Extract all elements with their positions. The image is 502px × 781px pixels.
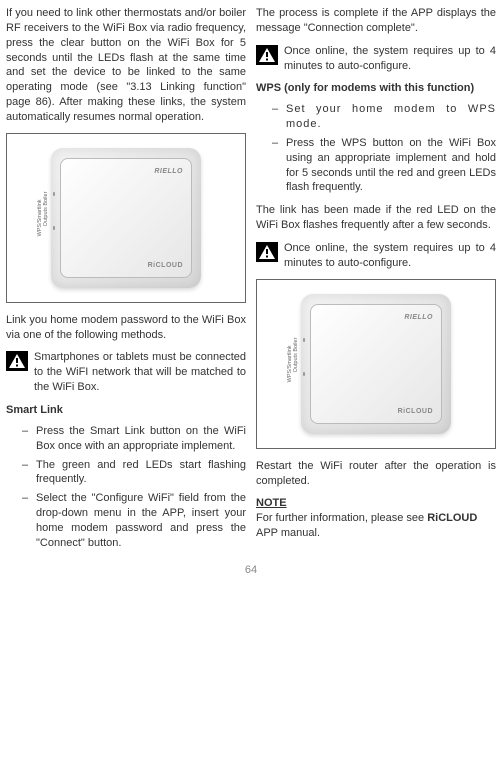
left-column: If you need to link other thermostats an… bbox=[6, 6, 246, 559]
diagram-wifi-box-1: RIELLO RiCLOUD WPS/Smartlink Outputs Boi… bbox=[6, 133, 246, 303]
warning-3: Once online, the system requires up to 4… bbox=[256, 241, 496, 271]
list-item: Press the WPS button on the WiFi Box usi… bbox=[272, 136, 496, 195]
warning-1-text: Smartphones or tablets must be connected… bbox=[34, 350, 246, 395]
linkmade-paragraph: The link has been made if the red LED on… bbox=[256, 203, 496, 233]
brand-bot-text: RiCLOUD bbox=[398, 407, 433, 416]
warning-2: Once online, the system requires up to 4… bbox=[256, 44, 496, 74]
warning-icon bbox=[6, 351, 28, 395]
side-labels-1: WPS/Smartlink Outputs Boiler bbox=[37, 191, 49, 244]
page-number: 64 bbox=[0, 561, 502, 584]
page-two-column: If you need to link other thermostats an… bbox=[0, 0, 502, 561]
link-paragraph: Link you home modem password to the WiFi… bbox=[6, 313, 246, 343]
smartlink-heading: Smart Link bbox=[6, 403, 246, 418]
wps-heading: WPS (only for modems with this function) bbox=[256, 81, 496, 96]
note-block: NOTE For further information, please see… bbox=[256, 496, 496, 541]
list-item: Set your home modem to WPS mode. bbox=[272, 102, 496, 132]
brand-top-text: RIELLO bbox=[154, 167, 183, 176]
brand-top-text: RIELLO bbox=[404, 313, 433, 322]
note-heading: NOTE bbox=[256, 497, 287, 509]
right-column: The process is complete if the APP displ… bbox=[256, 6, 496, 559]
brand-bot-text: RiCLOUD bbox=[148, 261, 183, 270]
list-item: Press the Smart Link button on the WiFi … bbox=[22, 424, 246, 454]
list-item: The green and red LEDs start flashing fr… bbox=[22, 458, 246, 488]
process-paragraph: The process is complete if the APP displ… bbox=[256, 6, 496, 36]
wps-list: Set your home modem to WPS mode. Press t… bbox=[256, 102, 496, 195]
restart-paragraph: Restart the WiFi router after the operat… bbox=[256, 459, 496, 489]
list-item: Select the "Configure WiFi" field from t… bbox=[22, 491, 246, 550]
warning-3-text: Once online, the system requires up to 4… bbox=[284, 241, 496, 271]
side-labels-2: WPS/Smartlink Outputs Boiler bbox=[287, 337, 299, 390]
warning-icon bbox=[256, 242, 278, 271]
diagram-wifi-box-2: RIELLO RiCLOUD WPS/Smartlink Outputs Boi… bbox=[256, 279, 496, 449]
note-body: For further information, please see RiCL… bbox=[256, 512, 477, 539]
intro-paragraph: If you need to link other thermostats an… bbox=[6, 6, 246, 125]
smartlink-list: Press the Smart Link button on the WiFi … bbox=[6, 424, 246, 551]
warning-1: Smartphones or tablets must be connected… bbox=[6, 350, 246, 395]
warning-2-text: Once online, the system requires up to 4… bbox=[284, 44, 496, 74]
warning-icon bbox=[256, 45, 278, 74]
